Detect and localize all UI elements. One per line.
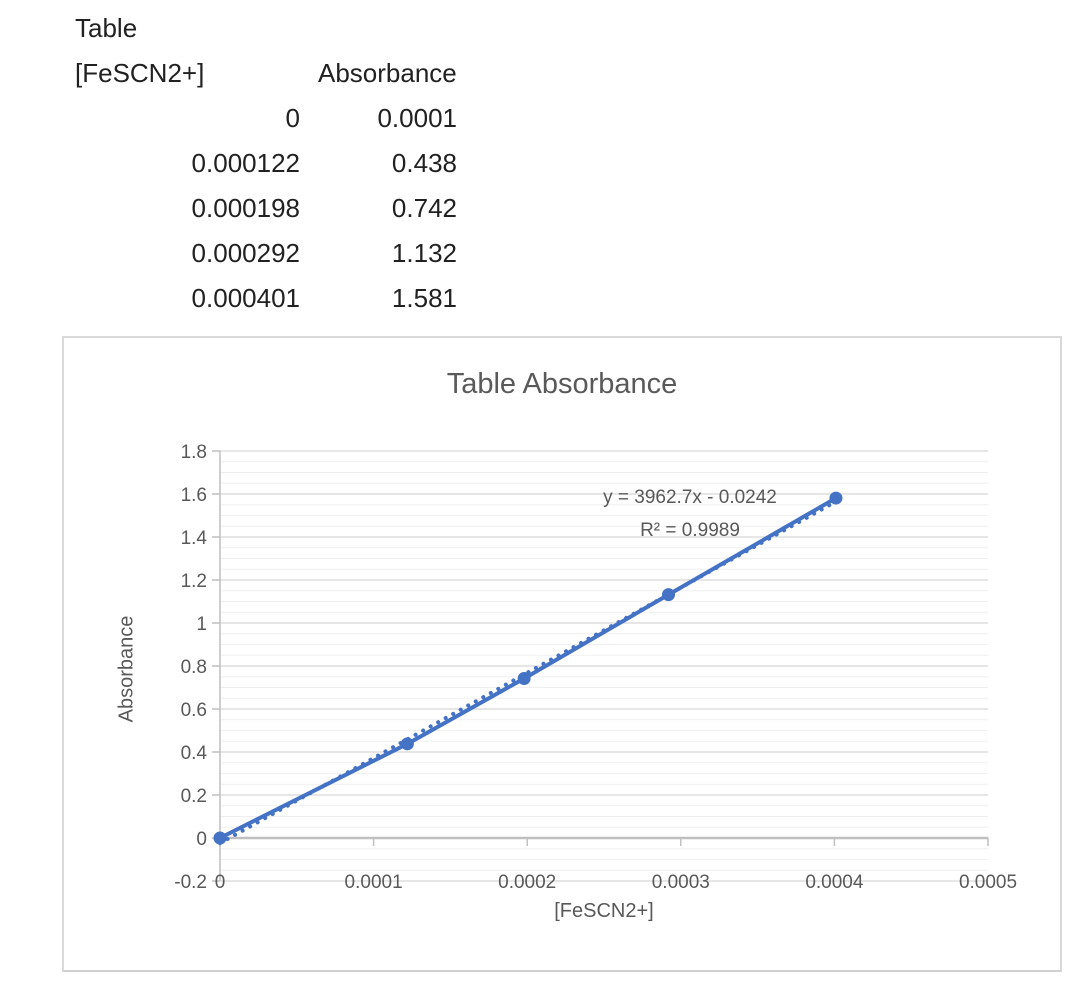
y-tick-label: 1.2	[181, 571, 207, 592]
data-point-marker[interactable]	[400, 737, 414, 751]
y-tick-label: 1.8	[181, 442, 207, 463]
trendline-label[interactable]: y = 3962.7x - 0.0242 R² = 0.9989	[490, 481, 890, 547]
y-tick-label: 0.4	[181, 743, 208, 764]
fescn-value[interactable]: 0.000198	[191, 193, 300, 223]
table-title-row: Table	[75, 6, 457, 51]
y-tick-label: 0.8	[181, 657, 207, 678]
table-row: 0.000292 1.132	[75, 231, 457, 276]
absorbance-value[interactable]: 0.742	[391, 193, 457, 223]
absorbance-value[interactable]: 1.581	[391, 283, 457, 313]
x-tick-label: 0.0005	[959, 872, 1017, 893]
spreadsheet-table: Table [FeSCN2+] Absorbance 0 0.0001 0.00…	[75, 6, 457, 321]
fescn-value[interactable]: 0.000122	[191, 148, 300, 178]
absorbance-value[interactable]: 0.438	[391, 148, 457, 178]
trendline[interactable]	[218, 499, 838, 846]
col-fescn-header[interactable]: [FeSCN2+]	[75, 58, 205, 88]
data-point-marker[interactable]	[662, 588, 676, 602]
data-point-marker[interactable]	[517, 671, 531, 685]
data-point-marker[interactable]	[829, 491, 843, 505]
x-tick-label: 0.0003	[652, 872, 710, 893]
table-row: 0 0.0001	[75, 96, 457, 141]
table-header-row: [FeSCN2+] Absorbance	[75, 51, 457, 96]
table-row: 0.000198 0.742	[75, 186, 457, 231]
series-line[interactable]	[218, 496, 838, 840]
data-point-marker[interactable]	[213, 831, 227, 845]
chart-plot-wrapper: -0.2 0 0.2 0.4 0.6 0.8 1 1.2 1.4 1.6 1.8 0 0.0001 0.0…	[64, 338, 1060, 970]
trendline-equation: y = 3962.7x - 0.0242	[603, 487, 777, 508]
y-tick-label: -0.2	[174, 872, 207, 893]
x-axis-title[interactable]: [FeSCN2+]	[554, 900, 654, 922]
absorbance-value[interactable]: 0.0001	[377, 103, 457, 133]
y-tick-label: 1.6	[181, 485, 207, 506]
table-row: 0.000401 1.581	[75, 276, 457, 321]
y-tick-label: 0.6	[181, 700, 207, 721]
y-tick-label: 0	[196, 829, 207, 850]
table-title-cell[interactable]: Table	[75, 13, 138, 43]
col-absorbance-header[interactable]: Absorbance	[318, 58, 457, 88]
fescn-value[interactable]: 0.000401	[191, 283, 300, 313]
x-tick-label: 0.0004	[805, 872, 864, 893]
x-tick-label: 0	[215, 872, 226, 893]
x-tick-label: 0.0002	[498, 872, 556, 893]
fescn-value[interactable]: 0.000292	[191, 238, 300, 268]
table-row: 0.000122 0.438	[75, 141, 457, 186]
chart-plot-svg: -0.2 0 0.2 0.4 0.6 0.8 1 1.2 1.4 1.6 1.8 0 0.0001 0.0…	[174, 442, 1017, 893]
chart-title[interactable]: Table Absorbance	[446, 368, 678, 400]
fescn-value[interactable]: 0	[285, 103, 300, 133]
absorbance-value[interactable]: 1.132	[391, 238, 457, 268]
y-tick-label: 1	[196, 614, 207, 635]
y-axis-title[interactable]: Absorbance	[115, 615, 138, 723]
x-tick-label: 0.0001	[345, 872, 403, 893]
chart-area[interactable]: -0.2 0 0.2 0.4 0.6 0.8 1 1.2 1.4 1.6 1.8 0 0.0001 0.0…	[62, 336, 1062, 972]
y-tick-label: 0.2	[181, 786, 207, 807]
trendline-r-squared: R² = 0.9989	[640, 520, 740, 541]
y-tick-label: 1.4	[181, 528, 208, 549]
